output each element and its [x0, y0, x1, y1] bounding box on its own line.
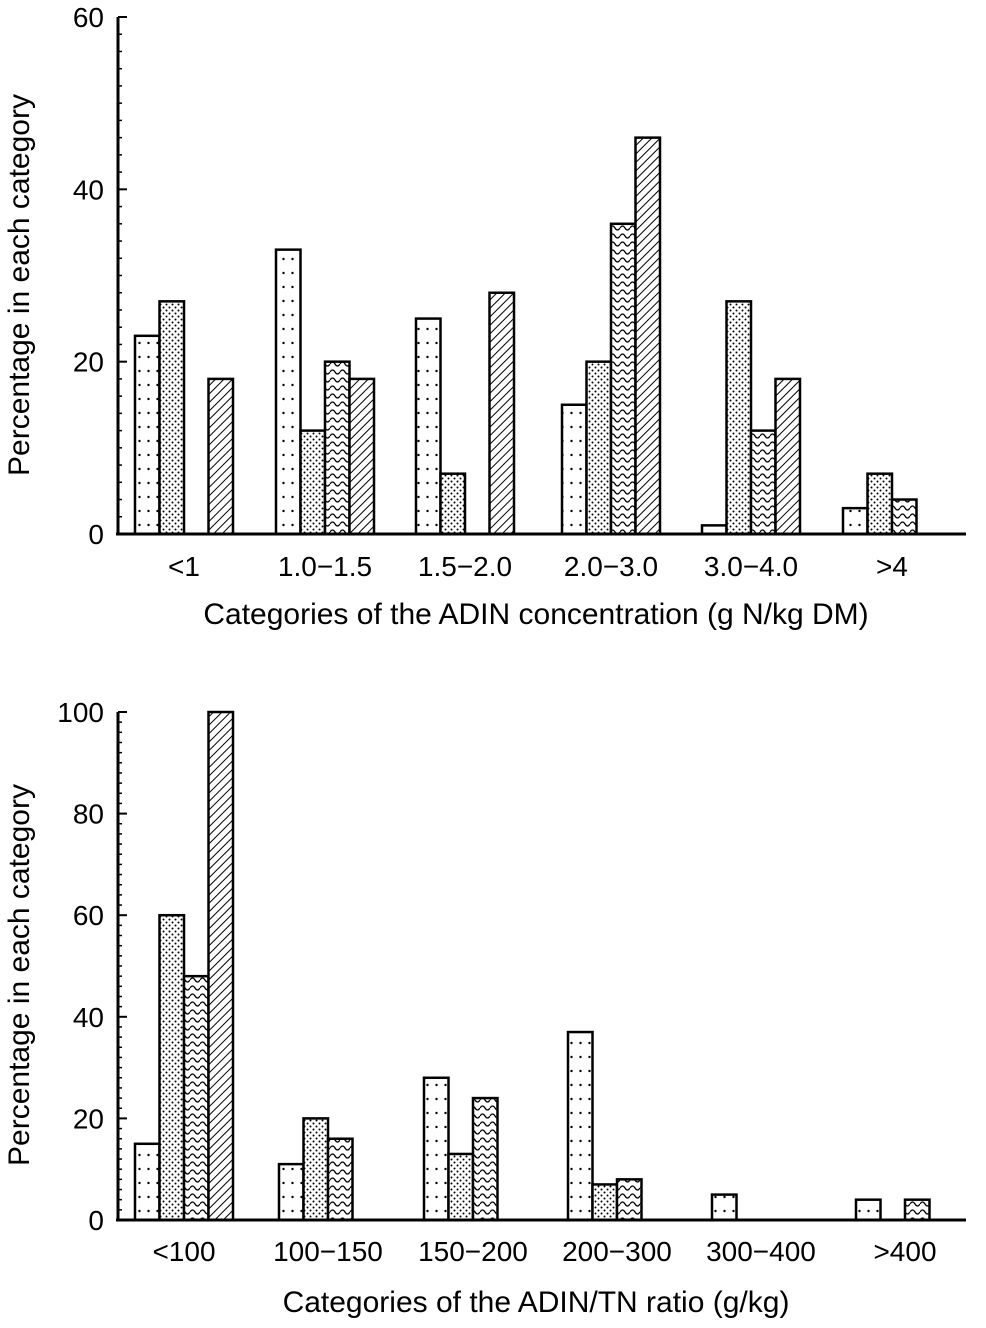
- y-tick-label: 40: [73, 1002, 104, 1033]
- x-tick-label: >4: [876, 551, 908, 582]
- y-tick-layer: 0 20 40 60: [73, 2, 127, 550]
- bar: [439, 472, 467, 536]
- y-tick-label: 80: [73, 799, 104, 830]
- bar: [854, 1198, 882, 1222]
- y-tick-label: 0: [88, 1205, 104, 1236]
- x-tick-label: 1.5−2.0: [418, 551, 512, 582]
- bar: [890, 498, 918, 536]
- x-tick-label-layer: <100 100−150 150−200 200−300 300−400 >400: [152, 1236, 936, 1267]
- bar: [585, 360, 613, 536]
- bar: [591, 1183, 619, 1222]
- y-axis-title: Percentage in each category: [3, 94, 36, 476]
- y-axis-title: Percentage in each category: [3, 784, 36, 1166]
- bar: [158, 300, 186, 536]
- x-tick-label: <100: [152, 1236, 215, 1267]
- x-tick-label: 100−150: [273, 1236, 383, 1267]
- bar: [725, 300, 753, 536]
- x-tick-label-layer: <1 1.0−1.5 1.5−2.0 2.0−3.0 3.0−4.0 >4: [168, 551, 908, 582]
- bar: [447, 1152, 475, 1222]
- bar: [422, 1076, 450, 1222]
- x-tick-label: 150−200: [418, 1236, 528, 1267]
- bar: [158, 913, 186, 1222]
- bar: [182, 974, 210, 1222]
- bar: [488, 291, 516, 536]
- bar: [348, 377, 376, 536]
- bar-layer: [133, 136, 918, 536]
- bar: [774, 377, 802, 536]
- y-tick-label: 60: [73, 900, 104, 931]
- y-tick-label: 0: [88, 519, 104, 550]
- bar: [710, 1193, 738, 1222]
- bar: [299, 429, 327, 536]
- bar: [277, 1162, 305, 1222]
- bar: [471, 1096, 499, 1222]
- x-axis-title: Categories of the ADIN/TN ratio (g/kg): [283, 1286, 790, 1319]
- bar: [414, 317, 442, 536]
- x-tick-label: 200−300: [562, 1236, 672, 1267]
- bar: [133, 334, 161, 536]
- y-tick-label: 20: [73, 347, 104, 378]
- bar: [903, 1198, 931, 1222]
- chart-panel-adin-tn-ratio: 0 20 40 60 80 100 <100 100−150 150−200 200−300 30…: [3, 697, 966, 1319]
- bar: [749, 429, 777, 536]
- bar: [207, 377, 235, 536]
- x-tick-label: <1: [168, 551, 200, 582]
- y-tick-label: 40: [73, 174, 104, 205]
- bar: [634, 136, 662, 536]
- x-tick-label: 2.0−3.0: [564, 551, 658, 582]
- bar: [609, 222, 637, 536]
- x-tick-label: >400: [873, 1236, 936, 1267]
- y-tick-label: 20: [73, 1103, 104, 1134]
- bar: [326, 1137, 354, 1222]
- bar: [133, 1142, 161, 1222]
- x-tick-label: 300−400: [706, 1236, 816, 1267]
- x-tick-label: 1.0−1.5: [278, 551, 372, 582]
- bar: [323, 360, 351, 536]
- y-tick-layer: 0 20 40 60 80 100: [57, 697, 127, 1236]
- bar: [566, 1030, 594, 1222]
- bar-layer: [133, 710, 931, 1222]
- y-tick-label: 100: [57, 697, 104, 728]
- bar: [207, 710, 235, 1222]
- bar: [866, 472, 894, 536]
- x-axis-title: Categories of the ADIN concentration (g …: [203, 598, 868, 631]
- bar: [302, 1117, 330, 1222]
- bar: [841, 506, 869, 536]
- bar: [560, 403, 588, 536]
- x-tick-label: 3.0−4.0: [704, 551, 798, 582]
- chart-panel-adin-concentration: 0 20 40 60 <1 1.0−1.5 1.5−2.0 2.0−3.0 3.0−4.0 >4…: [3, 2, 966, 631]
- y-tick-label: 60: [73, 2, 104, 33]
- bar: [615, 1178, 643, 1222]
- bar: [274, 248, 302, 536]
